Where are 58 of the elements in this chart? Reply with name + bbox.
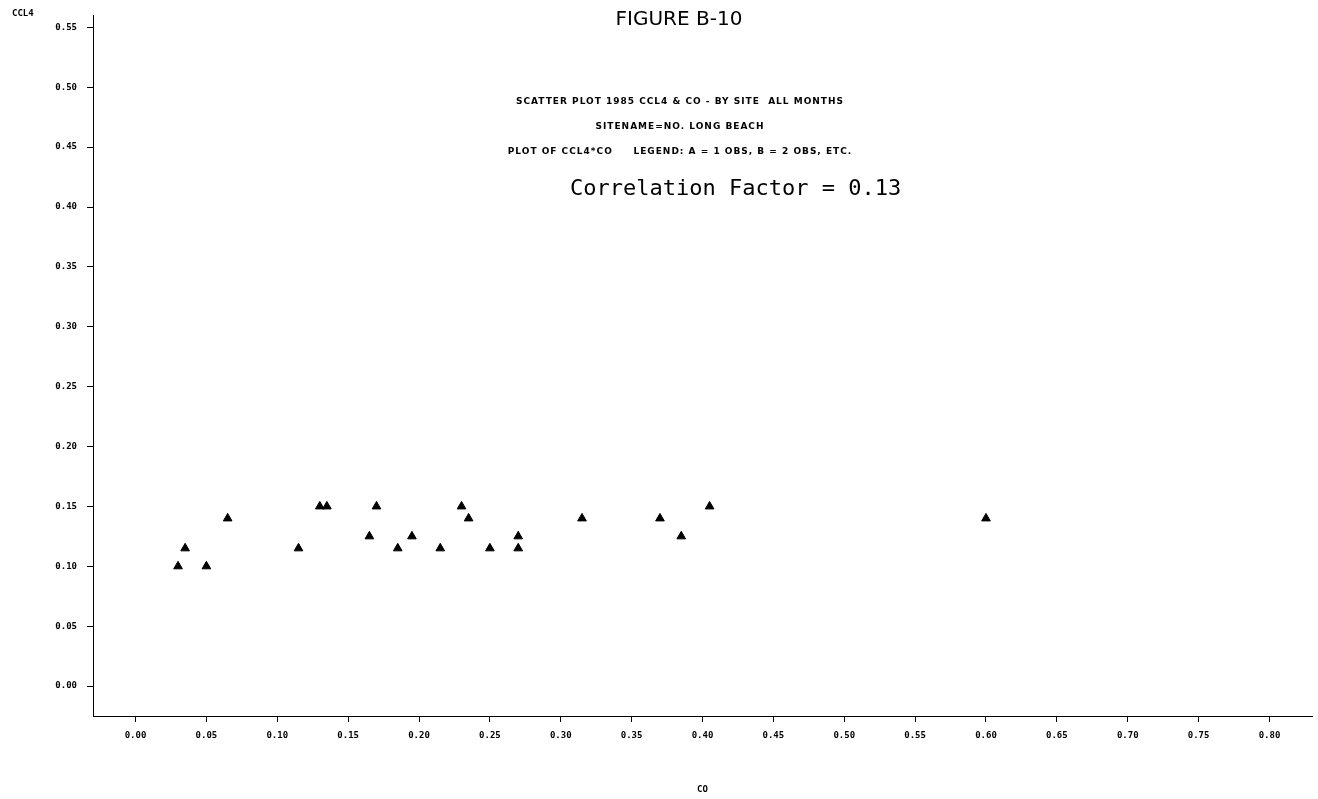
x-tick-label: 0.35 xyxy=(620,729,643,740)
point xyxy=(392,542,403,552)
point xyxy=(201,560,212,570)
point xyxy=(577,512,587,522)
y-tick-label: 0.20 xyxy=(55,440,77,451)
x-tick-label: 0.00 xyxy=(124,729,147,740)
point xyxy=(222,512,233,522)
x-tick-label: 0.50 xyxy=(833,729,856,740)
point xyxy=(485,542,495,552)
y-tick-label: 0.15 xyxy=(55,500,77,511)
x-tick-label: 0.55 xyxy=(904,729,926,740)
x-tick-label: 0.15 xyxy=(337,729,359,740)
y-tick-label: 0.25 xyxy=(55,381,77,391)
chart-title: FIGURE B-10 xyxy=(615,6,743,30)
y-tick-label: 0.30 xyxy=(55,321,77,332)
x-tick-label: 0.70 xyxy=(1116,729,1139,740)
x-axis-title: CO xyxy=(697,783,709,794)
point xyxy=(463,512,474,522)
y-tick-label: 0.05 xyxy=(55,620,77,631)
annotation: Correlation Factor = 0.13 xyxy=(570,175,902,200)
point xyxy=(704,500,715,510)
x-tick-label: 0.60 xyxy=(975,729,997,740)
point xyxy=(173,560,183,570)
x-tick-label: 0.20 xyxy=(408,729,430,740)
point xyxy=(513,542,524,552)
point xyxy=(676,530,687,540)
point xyxy=(435,542,446,552)
y-tick-label: 0.55 xyxy=(55,21,77,32)
point xyxy=(371,500,382,510)
y-tick-label: 0.50 xyxy=(55,81,77,92)
annotation: PLOT OF CCL4*CO LEGEND: A = 1 OBS, B = 2 OBS, ETC. xyxy=(506,146,854,156)
point xyxy=(293,542,304,552)
annotation: SITENAME=NO. LONG BEACH xyxy=(594,121,766,131)
y-tick-label: 0.45 xyxy=(55,141,77,152)
point xyxy=(407,530,417,540)
y-tick-label: 0.00 xyxy=(55,680,77,691)
text: SCATTER PLOT 1985 CCL4 & CO - BY SITE ALL MONTHS xyxy=(515,96,845,106)
x-tick-label: 0.10 xyxy=(266,729,289,740)
y-tick-label: 0.40 xyxy=(55,201,77,212)
x-tick-label: 0.45 xyxy=(762,729,785,740)
x-tick-label: 0.25 xyxy=(479,729,501,740)
point xyxy=(180,542,190,552)
point xyxy=(314,500,325,510)
y-tick-label: 0.10 xyxy=(55,560,77,571)
point xyxy=(364,530,375,540)
point xyxy=(981,512,991,522)
point xyxy=(456,500,467,510)
x-tick-label: 0.30 xyxy=(549,729,572,740)
x-tick-label: 0.75 xyxy=(1187,729,1210,740)
x-tick-label: 0.80 xyxy=(1258,729,1281,740)
x-tick-label: 0.65 xyxy=(1046,729,1068,740)
y-axis-title: CCL4 xyxy=(12,8,34,18)
point xyxy=(513,530,524,540)
point xyxy=(655,512,665,522)
x-tick-label: 0.05 xyxy=(195,729,218,740)
y-tick-label: 0.35 xyxy=(55,261,77,272)
point xyxy=(322,500,332,510)
x-tick-label: 0.40 xyxy=(691,729,714,740)
